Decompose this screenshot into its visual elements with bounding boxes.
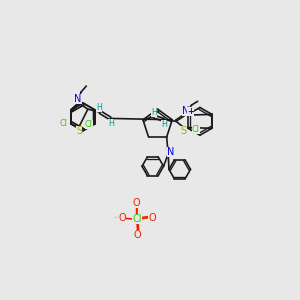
Text: N: N [182,106,189,116]
Text: ·⁻: ·⁻ [112,214,119,223]
Text: H: H [108,118,114,127]
Text: S: S [181,126,187,136]
Text: Cl: Cl [132,214,142,224]
Text: O: O [134,230,141,240]
Text: Cl: Cl [59,119,67,128]
Text: H: H [97,103,102,112]
Text: O: O [133,198,141,208]
Text: H: H [151,108,157,117]
Text: S: S [76,127,83,136]
Text: O: O [148,213,156,223]
Text: O: O [118,214,126,224]
Text: Cl: Cl [192,124,200,134]
Text: Cl: Cl [85,120,93,129]
Text: H: H [161,120,167,129]
Text: N: N [167,147,174,158]
Text: N: N [74,94,82,104]
Text: +: + [187,107,194,116]
